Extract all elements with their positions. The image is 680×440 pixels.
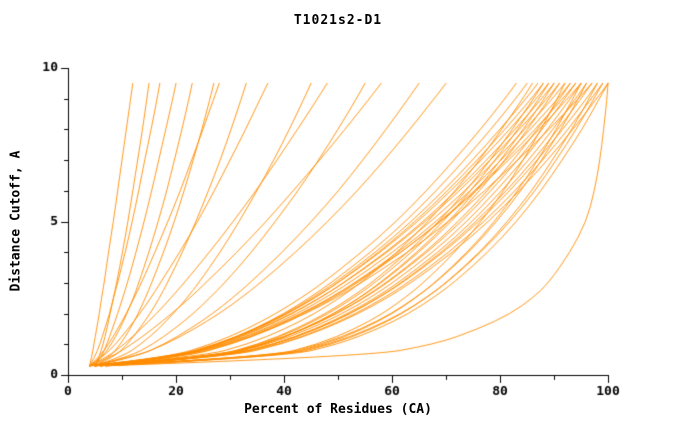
chart-title: T1021s2-D1 [293, 13, 383, 28]
x-axis-label: Percent of Residues (CA) [244, 402, 432, 417]
y-axis-label: Distance Cutoff, A [8, 150, 24, 292]
